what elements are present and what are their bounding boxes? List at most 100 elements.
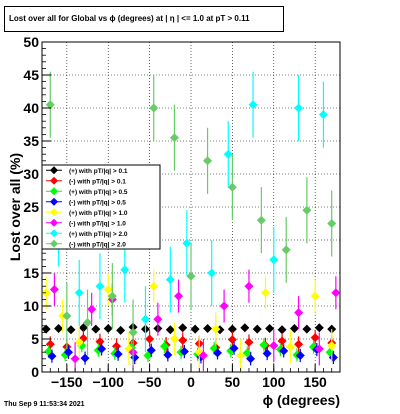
data-point [261,288,270,298]
data-point [174,291,184,301]
data-point [41,324,51,334]
data-point [83,318,93,327]
x-tick-label: 0 [187,374,195,390]
legend-label: (-) with pT/|q| > 1.0 [69,220,126,227]
data-point [223,149,233,159]
data-point [160,341,170,351]
y-tick-label: 10 [23,298,39,314]
series-7 [54,71,328,353]
data-point [256,215,266,225]
data-point [211,324,221,334]
legend-label: (-) with pT/|q| > 0.5 [69,199,126,206]
data-point [113,349,123,359]
data-point [252,324,262,334]
data-point [242,348,252,358]
data-point [47,351,57,361]
x-tick-label: 50 [225,374,241,390]
data-point [95,281,105,291]
legend-marker [50,197,58,206]
x-tick-label: −150 [51,374,83,390]
y-tick-label: 0 [31,364,39,380]
data-point [54,323,64,333]
data-point [165,275,175,285]
data-point [310,333,320,343]
data-point [107,291,117,301]
data-point [236,351,246,360]
series-1 [41,322,337,335]
data-point [80,353,90,363]
data-point [318,110,328,120]
legend-marker [50,218,58,227]
data-point [146,345,156,355]
data-point [70,354,80,364]
title-box: Lost over all for Global vs ϕ (degrees) … [4,6,284,32]
data-point [294,308,304,318]
data-point [169,133,179,143]
data-point [120,265,130,275]
x-axis-label: ϕ (degrees) [263,392,340,408]
data-point [248,100,258,110]
legend-label: (+) with pT/|q| > 1.0 [69,210,128,217]
data-point [163,350,173,360]
data-point [314,323,324,333]
y-tick-label: 45 [23,67,39,83]
data-point [203,323,213,333]
data-point [294,339,304,349]
data-series [41,71,341,372]
series-6 [49,269,341,372]
y-tick-label: 15 [23,265,39,281]
x-tick-label: −50 [138,374,162,390]
data-point [190,324,200,334]
data-point [244,281,254,291]
data-point [78,323,88,333]
data-point [219,301,229,311]
data-point [327,219,337,228]
legend-label: (+) with pT/|q| > 2.0 [69,231,128,238]
data-point [179,347,189,357]
data-point [63,347,73,357]
data-point [244,337,254,347]
data-point [302,324,312,334]
y-tick-label: 30 [23,166,39,182]
data-point [310,291,320,301]
data-point [66,325,76,335]
data-point [145,334,155,344]
data-point [62,311,72,321]
y-tick-label: 35 [23,133,39,149]
data-point [281,245,291,255]
data-point [285,342,295,352]
data-point [149,103,159,113]
data-point [314,344,324,354]
data-point [178,323,188,333]
data-point [103,285,113,294]
timestamp: Thu Sep 9 11:53:34 2021 [4,401,85,408]
data-point [186,271,196,281]
legend-box [41,164,161,250]
data-point [169,334,179,344]
y-axis-label: Lost over all (%) [7,153,23,261]
data-point [227,324,237,334]
data-point [153,314,163,324]
x-tick-label: 150 [303,374,327,390]
data-point [302,205,312,215]
data-point [295,351,305,360]
y-tick-label: 20 [23,232,39,248]
data-point [331,288,341,298]
data-point [294,103,304,113]
x-tick-label: 100 [262,374,286,390]
data-point [259,340,269,350]
data-point [269,341,279,351]
data-point [128,327,138,337]
legend: (+) with pT/|q| > 0.1 (-) with pT/|q| > 0… [41,164,161,250]
x-tick-label: −100 [92,374,124,390]
data-point [165,325,175,335]
data-point [265,323,275,333]
legend-label: (+) with pT/|q| > 0.1 [69,168,128,175]
legend-label: (-) with pT/|q| > 2.0 [69,241,126,248]
data-point [207,268,217,278]
y-tick-label: 50 [23,34,39,50]
legend-marker [50,229,58,238]
data-point [289,323,299,333]
data-point [262,349,272,359]
data-point [178,335,188,345]
